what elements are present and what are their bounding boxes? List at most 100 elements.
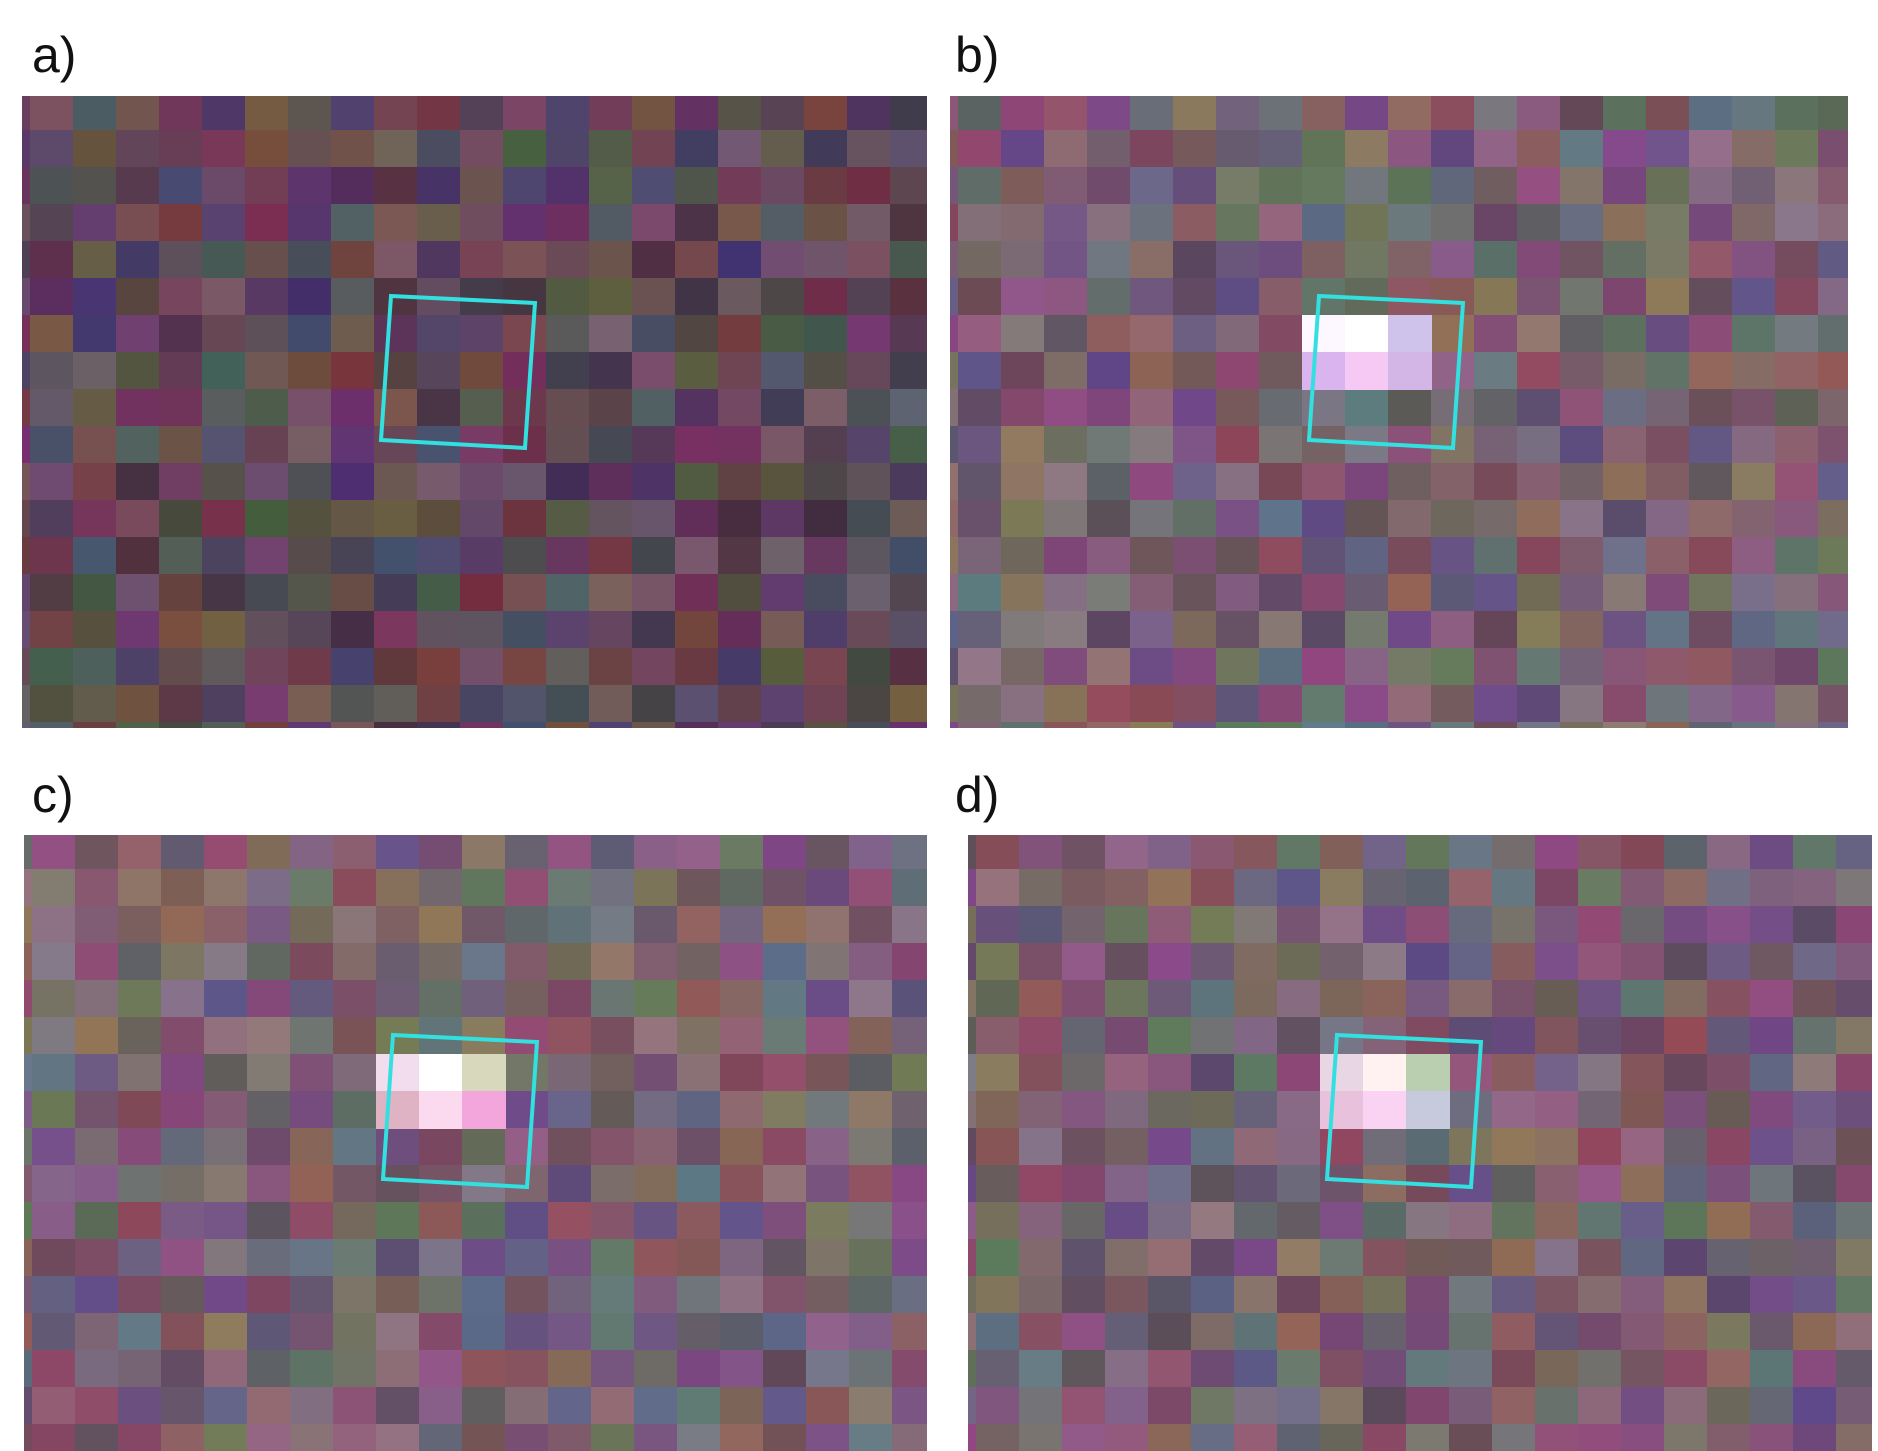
image-pixel — [1621, 1239, 1665, 1277]
image-pixel — [505, 1017, 549, 1055]
image-pixel — [958, 611, 1002, 649]
image-pixel — [288, 130, 332, 168]
image-pixel — [892, 1387, 927, 1425]
image-pixel — [376, 1387, 420, 1425]
image-pixel — [1492, 980, 1536, 1018]
image-pixel — [1646, 537, 1690, 575]
image-pixel — [503, 96, 547, 131]
image-pixel — [462, 906, 506, 944]
image-pixel — [118, 1350, 162, 1388]
image-pixel — [417, 685, 461, 723]
image-pixel — [159, 537, 203, 575]
image-pixel — [1173, 130, 1217, 168]
image-pixel — [331, 167, 375, 205]
image-pixel — [1603, 574, 1647, 612]
image-pixel — [1062, 1424, 1106, 1451]
image-pixel — [634, 1239, 678, 1277]
image-pixel — [1087, 315, 1131, 353]
image-pixel — [1234, 1387, 1278, 1425]
image-pixel — [675, 389, 719, 427]
image-pixel — [958, 204, 1002, 242]
image-pixel — [333, 1165, 377, 1203]
image-pixel — [634, 869, 678, 907]
image-pixel — [806, 869, 850, 907]
image-pixel — [1689, 611, 1733, 649]
image-pixel — [1191, 1276, 1235, 1314]
image-pixel — [1259, 315, 1303, 353]
bright-pixel — [462, 1054, 506, 1092]
image-pixel — [806, 1017, 850, 1055]
image-pixel — [1449, 869, 1493, 907]
image-pixel — [1560, 96, 1604, 131]
image-pixel — [1277, 1165, 1321, 1203]
image-pixel — [73, 685, 117, 723]
image-pixel — [677, 1202, 721, 1240]
image-pixel — [1062, 1017, 1106, 1055]
image-pixel — [1044, 500, 1088, 538]
image-pixel — [1517, 204, 1561, 242]
image-pixel — [892, 1091, 927, 1129]
image-pixel — [24, 1202, 33, 1240]
image-pixel — [1044, 463, 1088, 501]
image-pixel — [30, 611, 74, 649]
image-pixel — [849, 835, 893, 870]
image-pixel — [245, 241, 289, 279]
image-pixel — [546, 130, 590, 168]
image-pixel — [1535, 1239, 1579, 1277]
image-pixel — [1105, 1387, 1149, 1425]
image-pixel — [1603, 315, 1647, 353]
bright-pixel — [1388, 315, 1432, 353]
image-pixel — [1621, 1424, 1665, 1451]
image-pixel — [677, 980, 721, 1018]
image-pixel — [417, 315, 461, 353]
image-pixel — [1836, 1239, 1872, 1277]
image-pixel — [847, 204, 891, 242]
image-pixel — [288, 389, 332, 427]
image-pixel — [1449, 1202, 1493, 1240]
image-pixel — [1105, 1239, 1149, 1277]
image-pixel — [849, 1313, 893, 1351]
image-pixel — [245, 426, 289, 464]
image-pixel — [1732, 315, 1776, 353]
image-pixel — [247, 980, 291, 1018]
image-pixel — [806, 906, 850, 944]
image-pixel — [976, 943, 1020, 981]
image-pixel — [976, 1276, 1020, 1314]
image-pixel — [24, 835, 33, 870]
image-pixel — [1130, 167, 1174, 205]
image-pixel — [1345, 389, 1389, 427]
image-pixel — [32, 1128, 76, 1166]
image-pixel — [634, 1202, 678, 1240]
image-pixel — [24, 1054, 33, 1092]
image-pixel — [1320, 1202, 1364, 1240]
image-pixel — [1130, 574, 1174, 612]
image-pixel — [804, 167, 848, 205]
image-pixel — [1087, 426, 1131, 464]
image-pixel — [118, 1239, 162, 1277]
image-pixel — [1836, 1313, 1872, 1351]
image-pixel — [1130, 389, 1174, 427]
image-pixel — [1259, 241, 1303, 279]
image-pixel — [849, 980, 893, 1018]
image-pixel — [30, 426, 74, 464]
image-pixel — [1234, 1313, 1278, 1351]
image-pixel — [376, 943, 420, 981]
image-pixel — [503, 722, 547, 728]
image-pixel — [245, 722, 289, 728]
image-pixel — [503, 574, 547, 612]
image-pixel — [204, 869, 248, 907]
image-pixel — [24, 1017, 33, 1055]
image-pixel — [1793, 1276, 1837, 1314]
image-pixel — [333, 869, 377, 907]
image-pixel — [1001, 611, 1045, 649]
image-pixel — [1173, 278, 1217, 316]
image-pixel — [1130, 611, 1174, 649]
image-pixel — [1836, 1276, 1872, 1314]
image-pixel — [1775, 537, 1819, 575]
image-pixel — [1492, 1350, 1536, 1388]
image-pixel — [718, 463, 762, 501]
image-pixel — [1320, 1424, 1364, 1451]
image-pixel — [30, 574, 74, 612]
image-pixel — [161, 1387, 205, 1425]
image-pixel — [847, 278, 891, 316]
